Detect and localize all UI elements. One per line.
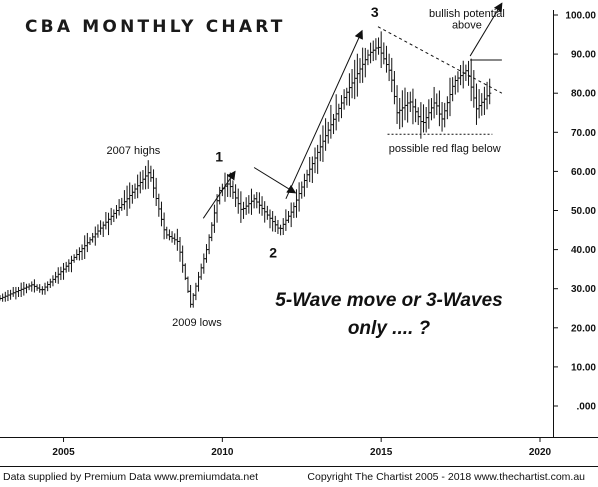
annotation-label: 2007 highs [106, 145, 160, 157]
annotation-label: above [452, 20, 482, 32]
annotation-arrow [202, 170, 236, 219]
wave-label: 2 [269, 244, 277, 260]
annotation-label: 2009 lows [172, 317, 222, 329]
arrows [202, 2, 503, 219]
question-text: 5-Wave move or 3-Waves only .... ? [275, 290, 502, 339]
x-tick-label: 2015 [370, 447, 393, 458]
annotation-arrow [285, 29, 363, 199]
y-tick-label: 30.00 [571, 284, 596, 295]
y-tick-label: 60.00 [571, 167, 596, 178]
price-bars [0, 31, 492, 308]
x-tick-label: 2005 [52, 447, 75, 458]
y-tick-label: 100.00 [565, 11, 596, 22]
y-tick-label: 90.00 [571, 50, 596, 61]
x-axis: 2005 2010 2015 2020 [52, 437, 552, 458]
y-tick-label: 50.00 [571, 206, 596, 217]
y-tick-label: .000 [577, 402, 597, 413]
y-tick-label: 80.00 [571, 89, 596, 100]
annotation-label: possible red flag below [389, 143, 501, 155]
question-line-2: only .... ? [348, 318, 431, 339]
y-tick-label: 10.00 [571, 362, 596, 373]
chart-title: CBA MONTHLY CHART [25, 17, 286, 37]
wave-label: 1 [215, 149, 223, 165]
x-tick-label: 2010 [211, 447, 234, 458]
annotation-arrow [469, 2, 503, 57]
y-axis: 100.00 90.00 80.00 70.00 60.00 50.00 40.00 30.0… [553, 10, 596, 437]
wave-labels: 1 2 3 [215, 4, 379, 260]
question-line-1: 5-Wave move or 3-Waves [275, 290, 502, 311]
x-tick-label: 2020 [529, 447, 552, 458]
annotation-arrow [253, 167, 297, 194]
trendlines [377, 26, 503, 135]
y-tick-label: 70.00 [571, 128, 596, 139]
footer-left: Data supplied by Premium Data www.premiu… [3, 471, 258, 483]
y-tick-label: 40.00 [571, 245, 596, 256]
footer-right: Copyright The Chartist 2005 - 2018 www.t… [307, 471, 585, 483]
annotations: 2007 highs 2009 lows bullish potentialabov… [106, 8, 504, 329]
y-tick-label: 20.00 [571, 323, 596, 334]
annotation-label: bullish potential [429, 8, 505, 20]
wave-label: 3 [371, 4, 379, 20]
